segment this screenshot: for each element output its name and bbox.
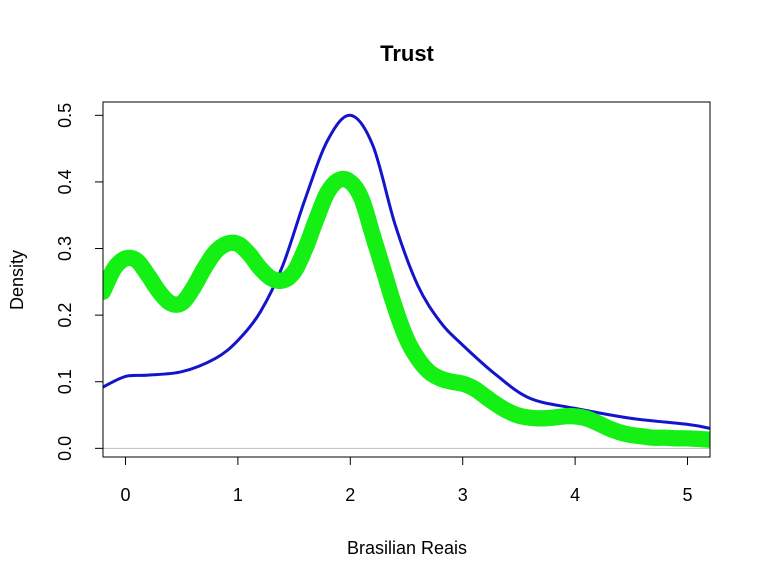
y-tick-label: 0.5	[55, 103, 75, 128]
x-axis: 0 1 2 3 4 5	[120, 457, 693, 505]
y-tick-label: 0.4	[55, 169, 75, 194]
x-tick-label: 4	[570, 485, 580, 505]
y-axis: 0.0 0.1 0.2 0.3 0.4 0.5	[55, 103, 103, 461]
x-tick-label: 5	[683, 485, 693, 505]
x-axis-label: Brasilian Reais	[347, 538, 467, 558]
series-0-line	[103, 113, 710, 430]
series-1-point	[701, 431, 710, 448]
y-tick-label: 0.1	[55, 369, 75, 394]
x-tick-label: 3	[458, 485, 468, 505]
x-tick-label: 2	[345, 485, 355, 505]
series-1-points	[103, 170, 710, 448]
y-tick-label: 0.2	[55, 303, 75, 328]
y-tick-label: 0.3	[55, 236, 75, 261]
y-tick-label: 0.0	[55, 436, 75, 461]
x-tick-label: 1	[233, 485, 243, 505]
chart-title: Trust	[380, 41, 434, 66]
y-axis-label: Density	[7, 250, 27, 310]
x-tick-label: 0	[120, 485, 130, 505]
plot-frame	[102, 101, 711, 458]
